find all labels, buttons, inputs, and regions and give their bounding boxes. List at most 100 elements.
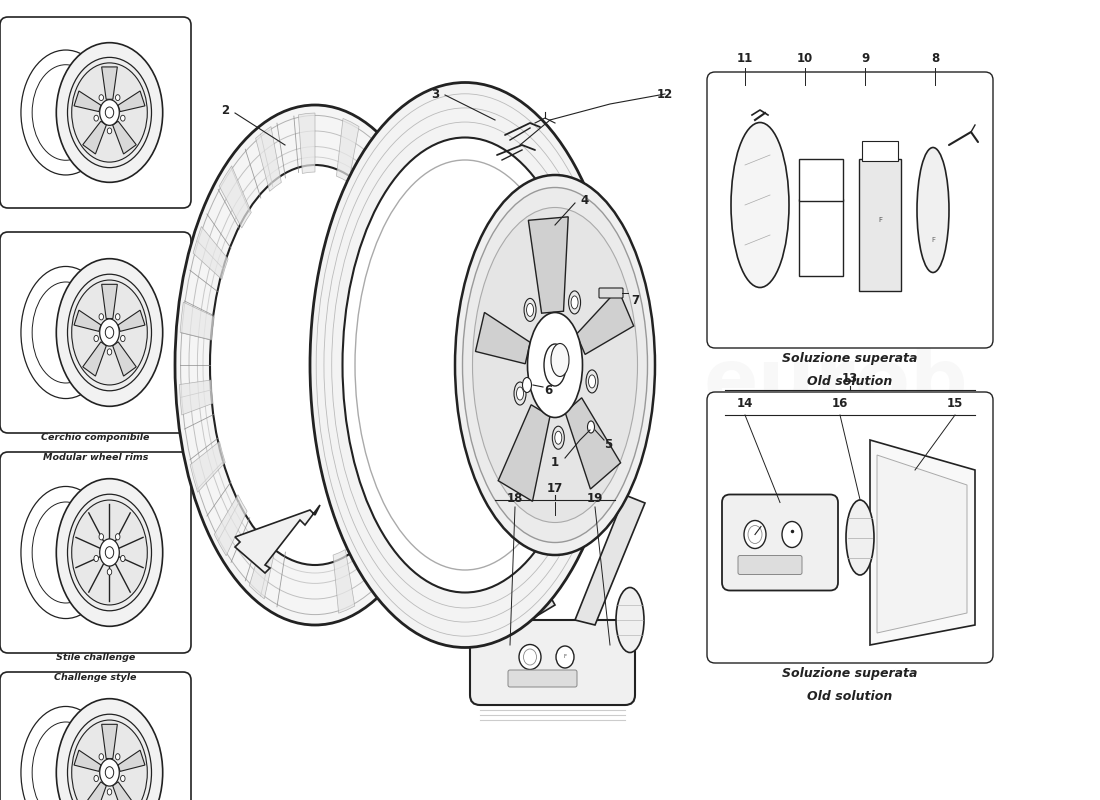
Ellipse shape <box>106 107 113 118</box>
Polygon shape <box>576 289 634 354</box>
Text: 19: 19 <box>586 492 603 505</box>
Text: 17: 17 <box>547 482 563 495</box>
Polygon shape <box>194 226 228 279</box>
Ellipse shape <box>524 298 536 322</box>
Polygon shape <box>82 782 107 800</box>
Text: F: F <box>931 237 935 243</box>
Ellipse shape <box>121 555 125 562</box>
Ellipse shape <box>56 42 163 182</box>
Polygon shape <box>528 217 569 313</box>
Ellipse shape <box>72 500 147 605</box>
Polygon shape <box>394 202 429 259</box>
Polygon shape <box>235 505 320 573</box>
Ellipse shape <box>94 335 98 342</box>
Ellipse shape <box>544 344 566 386</box>
Ellipse shape <box>99 754 103 760</box>
Text: Cerchio componibile: Cerchio componibile <box>42 433 150 442</box>
FancyBboxPatch shape <box>0 17 191 208</box>
Ellipse shape <box>72 720 147 800</box>
Ellipse shape <box>100 100 119 126</box>
Ellipse shape <box>108 789 112 795</box>
Ellipse shape <box>342 138 587 593</box>
Ellipse shape <box>94 555 98 562</box>
Text: 18: 18 <box>507 492 524 505</box>
Polygon shape <box>214 494 248 556</box>
Polygon shape <box>74 91 101 112</box>
Ellipse shape <box>121 335 125 342</box>
FancyBboxPatch shape <box>0 452 191 653</box>
FancyBboxPatch shape <box>722 494 838 590</box>
Text: Stile challenge: Stile challenge <box>56 653 135 662</box>
Ellipse shape <box>744 521 766 549</box>
Ellipse shape <box>116 314 120 320</box>
Polygon shape <box>392 476 426 534</box>
Text: 7: 7 <box>631 294 639 306</box>
Ellipse shape <box>108 128 112 134</box>
Polygon shape <box>877 455 967 633</box>
Polygon shape <box>368 149 398 213</box>
Ellipse shape <box>99 94 103 101</box>
FancyBboxPatch shape <box>799 199 843 276</box>
Text: 1985: 1985 <box>818 478 876 498</box>
Ellipse shape <box>116 534 120 540</box>
Ellipse shape <box>108 569 112 575</box>
Ellipse shape <box>72 280 147 385</box>
Ellipse shape <box>455 175 654 555</box>
Ellipse shape <box>732 122 789 287</box>
Polygon shape <box>112 122 136 154</box>
Polygon shape <box>470 490 556 620</box>
Ellipse shape <box>94 115 98 121</box>
Text: 8: 8 <box>931 52 939 65</box>
Ellipse shape <box>94 775 98 782</box>
Ellipse shape <box>551 343 569 377</box>
Polygon shape <box>101 724 118 758</box>
Ellipse shape <box>67 714 152 800</box>
Text: a passion for...: a passion for... <box>306 570 530 630</box>
Ellipse shape <box>587 421 594 433</box>
Polygon shape <box>333 550 355 613</box>
Ellipse shape <box>616 587 644 653</box>
Text: 10: 10 <box>796 52 813 65</box>
Ellipse shape <box>554 431 562 444</box>
Ellipse shape <box>72 63 147 162</box>
FancyBboxPatch shape <box>862 141 898 161</box>
Ellipse shape <box>517 387 524 400</box>
Text: 2: 2 <box>221 103 229 117</box>
Ellipse shape <box>56 698 163 800</box>
Polygon shape <box>118 310 145 331</box>
Polygon shape <box>250 534 276 599</box>
FancyBboxPatch shape <box>508 670 578 687</box>
Ellipse shape <box>121 115 125 121</box>
Polygon shape <box>190 442 226 492</box>
Polygon shape <box>82 342 107 376</box>
Ellipse shape <box>100 759 119 786</box>
Polygon shape <box>74 310 101 331</box>
Text: 6: 6 <box>543 383 552 397</box>
Text: Old solution: Old solution <box>807 375 892 388</box>
Text: 12: 12 <box>657 87 673 101</box>
Text: F: F <box>878 217 882 223</box>
Text: eurob: eurob <box>704 345 968 423</box>
Polygon shape <box>180 302 214 340</box>
Polygon shape <box>74 750 101 771</box>
Text: 13: 13 <box>842 372 858 385</box>
Ellipse shape <box>524 649 537 665</box>
Ellipse shape <box>528 313 583 418</box>
Polygon shape <box>419 354 451 385</box>
Text: 1: 1 <box>551 455 559 469</box>
Text: 5: 5 <box>604 438 612 451</box>
Polygon shape <box>365 522 395 586</box>
Ellipse shape <box>588 375 595 388</box>
FancyBboxPatch shape <box>799 159 843 201</box>
Polygon shape <box>255 126 282 191</box>
Text: 4: 4 <box>581 194 590 206</box>
FancyBboxPatch shape <box>707 392 993 663</box>
Ellipse shape <box>106 546 113 558</box>
Ellipse shape <box>116 94 120 101</box>
Ellipse shape <box>67 58 152 168</box>
Ellipse shape <box>917 147 949 273</box>
Polygon shape <box>112 342 136 376</box>
Ellipse shape <box>210 165 420 565</box>
Text: 15: 15 <box>947 397 964 410</box>
Text: 3: 3 <box>431 89 439 102</box>
